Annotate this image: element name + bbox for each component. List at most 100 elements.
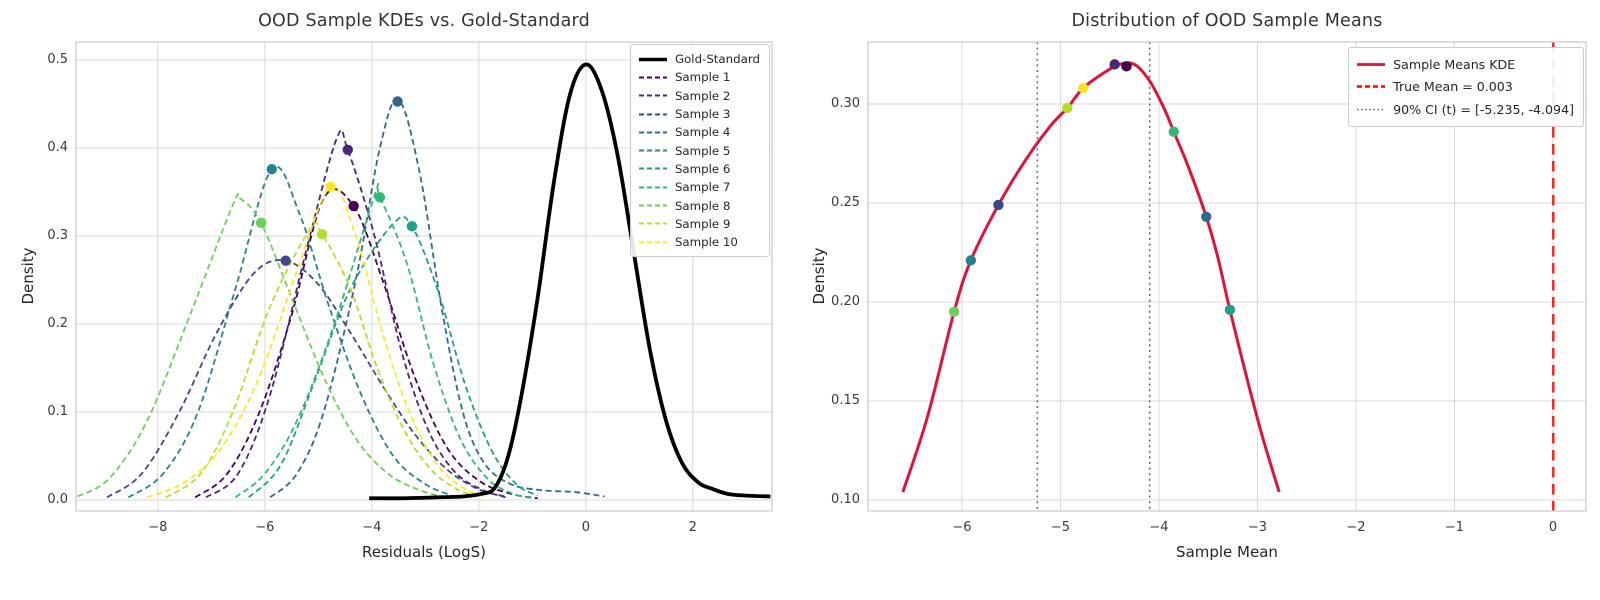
legend-line-swatch-sample-6 bbox=[638, 167, 667, 170]
legend-entry-true-mean-0-003: True Mean = 0.003 bbox=[1356, 76, 1574, 99]
kde-curve-sample-7 bbox=[234, 182, 533, 500]
legend-entry-label: Sample 9 bbox=[674, 216, 731, 231]
legend-entry-sample-5: Sample 5 bbox=[638, 141, 760, 159]
legend-entry-label: 90% CI (t) = [-5.235, -4.094] bbox=[1393, 101, 1574, 117]
mean-dot-sample-4-mean bbox=[392, 96, 403, 107]
legend-line-swatch-sample-4 bbox=[638, 131, 667, 134]
mean-dot-sample-8-mean bbox=[255, 217, 267, 229]
right-x-tick-label: −6 bbox=[952, 520, 972, 535]
left-x-tick-label: −6 bbox=[255, 520, 275, 535]
mean-dot-sample-2-mean bbox=[342, 144, 353, 155]
legend-line-swatch-sample-7 bbox=[638, 186, 667, 189]
legend-entry-sample-4: Sample 4 bbox=[638, 123, 760, 141]
legend-entry-sample-8: Sample 8 bbox=[638, 196, 760, 214]
legend-entry-label: Sample 3 bbox=[674, 107, 731, 122]
mean-dot-sample-9-mean bbox=[316, 229, 328, 240]
legend-entry-label: Sample Means KDE bbox=[1393, 56, 1516, 72]
right-x-tick-label: −2 bbox=[1346, 520, 1366, 535]
left-y-tick-label: 0.1 bbox=[47, 404, 68, 419]
mean-dot-sample-10-mean bbox=[325, 181, 336, 192]
mean-dot-sample-3-mean bbox=[993, 199, 1004, 211]
mean-dot-sample-6-mean bbox=[1224, 304, 1236, 316]
legend-line-swatch-sample-3 bbox=[638, 113, 667, 116]
mean-dot-sample-2-mean bbox=[1109, 59, 1120, 70]
right-y-tick-label: 0.10 bbox=[831, 491, 860, 507]
legend-line-swatch-gold-standard bbox=[638, 57, 667, 61]
mean-dot-sample-10-mean bbox=[1077, 82, 1089, 94]
legend-entry-label: True Mean = 0.003 bbox=[1393, 79, 1513, 95]
right-plot-title: Distribution of OOD Sample Means bbox=[1071, 11, 1383, 31]
right-y-tick-label: 0.15 bbox=[831, 392, 860, 408]
legend-entry-label: Sample 5 bbox=[674, 143, 731, 158]
left-axes-border bbox=[75, 41, 773, 512]
legend-entry-sample-2: Sample 2 bbox=[638, 87, 760, 105]
left-plot-title: OOD Sample KDEs vs. Gold-Standard bbox=[258, 11, 590, 31]
left-y-tick-label: 0.3 bbox=[47, 228, 68, 244]
legend-entry-sample-7: Sample 7 bbox=[638, 178, 760, 196]
left-y-tick-label: 0.4 bbox=[47, 140, 68, 156]
right-xaxis-label: Sample Mean bbox=[1176, 543, 1278, 561]
mean-dot-sample-8-mean bbox=[948, 306, 960, 318]
mean-dot-sample-6-mean bbox=[406, 221, 418, 232]
right-y-tick-label: 0.30 bbox=[831, 95, 860, 111]
right-x-tick-label: −3 bbox=[1247, 520, 1268, 535]
left-x-tick-label: −4 bbox=[362, 520, 382, 535]
legend-entry-label: Sample 1 bbox=[674, 70, 731, 85]
legend-line-swatch-sample-5 bbox=[638, 149, 667, 152]
right-x-tick-label: −4 bbox=[1149, 520, 1169, 535]
right-x-tick-label: 0 bbox=[1548, 520, 1558, 535]
mean-dot-sample-7-mean bbox=[1168, 126, 1179, 137]
legend-entry-label: Sample 6 bbox=[674, 161, 731, 176]
kde-curve-sample-10 bbox=[146, 185, 485, 499]
legend-entry-label: Sample 2 bbox=[674, 88, 731, 103]
mean-dot-sample-3-mean bbox=[280, 255, 291, 266]
legend-line-swatch-sample-8 bbox=[638, 204, 667, 207]
legend-entry-sample-6: Sample 6 bbox=[638, 160, 760, 178]
right-yaxis-label: Density bbox=[810, 247, 828, 305]
right-y-tick-label: 0.25 bbox=[831, 194, 860, 210]
legend-entry-sample-3: Sample 3 bbox=[638, 105, 760, 123]
kde-curve-sample-1 bbox=[194, 188, 538, 500]
legend-entry-sample-1: Sample 1 bbox=[638, 68, 760, 86]
kde-curve-sample-2 bbox=[205, 129, 506, 499]
mean-dot-sample-1-mean bbox=[1121, 61, 1132, 72]
left-x-tick-label: 0 bbox=[581, 520, 590, 535]
legend-line-swatch-90-ci-t-5-235-4-094 bbox=[1357, 108, 1386, 111]
legend-entry-sample-means-kde: Sample Means KDE bbox=[1356, 53, 1574, 76]
right-x-tick-label: −5 bbox=[1050, 520, 1071, 535]
right-axes-border bbox=[867, 41, 1587, 512]
legend-line-swatch-sample-1 bbox=[638, 76, 667, 79]
legend-line-swatch-sample-10 bbox=[638, 241, 667, 244]
legend-entry-label: Sample 10 bbox=[674, 235, 738, 250]
legend-entry-label: Sample 4 bbox=[674, 125, 731, 140]
right-x-tick-label: −1 bbox=[1444, 520, 1465, 535]
legend-entry-90-ci-t-5-235-4-094: 90% CI (t) = [-5.235, -4.094] bbox=[1356, 98, 1574, 121]
mean-dot-sample-5-mean bbox=[965, 255, 977, 266]
kde-curve-sample-4 bbox=[269, 98, 605, 499]
left-x-tick-label: −2 bbox=[469, 520, 489, 535]
legend-entry-label: Gold-Standard bbox=[674, 52, 760, 67]
kde-curve-sample-9 bbox=[165, 221, 480, 499]
right-legend: Sample Means KDE True Mean = 0.003 90% CI … bbox=[1348, 47, 1584, 127]
right-y-tick-label: 0.20 bbox=[831, 293, 860, 309]
legend-line-swatch-true-mean-0-003 bbox=[1357, 85, 1386, 88]
left-legend: Gold-Standard Sample 1 Sample 2 Sample 3 Sam… bbox=[629, 44, 770, 258]
legend-line-swatch-sample-9 bbox=[638, 222, 667, 225]
legend-line-swatch-sample-2 bbox=[638, 94, 667, 97]
left-y-tick-label: 0.5 bbox=[47, 52, 68, 68]
left-x-tick-label: 2 bbox=[688, 520, 697, 535]
left-xaxis-label: Residuals (LogS) bbox=[362, 543, 486, 561]
legend-entry-label: Sample 7 bbox=[674, 180, 731, 195]
legend-line-swatch-sample-means-kde bbox=[1357, 62, 1386, 66]
kde-curve-gold-standard bbox=[369, 62, 771, 501]
legend-entry-sample-10: Sample 10 bbox=[638, 233, 760, 251]
kde-curve-sample-5 bbox=[127, 165, 453, 499]
left-y-tick-label: 0.2 bbox=[47, 316, 68, 332]
mean-dot-sample-5-mean bbox=[266, 163, 278, 175]
mean-dot-sample-7-mean bbox=[374, 192, 386, 203]
legend-entry-gold-standard: Gold-Standard bbox=[638, 50, 760, 68]
mean-dot-sample-4-mean bbox=[1201, 211, 1212, 223]
mean-dot-sample-9-mean bbox=[1062, 102, 1073, 114]
